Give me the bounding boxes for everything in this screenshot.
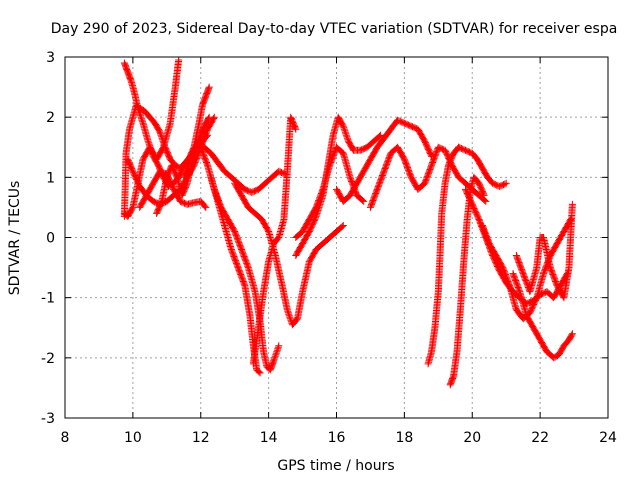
data-markers (509, 270, 576, 362)
series-track-7 (180, 140, 290, 196)
y-axis-label: SDTVAR / TECUs (7, 181, 23, 296)
chart-title: Day 290 of 2023, Sidereal Day-to-day VTE… (51, 21, 618, 37)
y-tick-label: -2 (41, 351, 55, 367)
x-tick-label: 20 (463, 430, 481, 446)
series-track-16 (424, 143, 463, 368)
y-tick-label: -3 (41, 411, 55, 427)
series-track-14 (333, 116, 435, 205)
x-tick-label: 14 (260, 430, 278, 446)
y-tick-label: 3 (46, 50, 55, 66)
data-points (120, 57, 576, 389)
x-tick-label: 22 (531, 430, 549, 446)
series-track-17 (446, 173, 488, 389)
y-tick-label: 2 (46, 110, 55, 126)
data-markers (180, 140, 290, 196)
x-tick-label: 12 (192, 430, 210, 446)
y-tick-label: -1 (41, 291, 55, 307)
data-markers (231, 179, 347, 329)
series-track-21 (509, 270, 576, 362)
y-tick-label: 1 (46, 170, 55, 186)
x-tick-label: 18 (395, 430, 413, 446)
x-tick-label: 24 (599, 430, 617, 446)
data-markers (446, 173, 488, 389)
y-tick-label: 0 (46, 231, 55, 247)
x-axis-label: GPS time / hours (277, 458, 394, 474)
x-tick-label: 16 (328, 430, 346, 446)
data-markers (455, 143, 510, 190)
data-markers (512, 200, 576, 302)
x-tick-label: 8 (61, 430, 70, 446)
x-tick-label: 10 (124, 430, 142, 446)
series-track-11 (231, 179, 347, 329)
series-track-22 (512, 200, 576, 302)
data-markers (424, 143, 463, 368)
series-track-18 (455, 143, 510, 190)
data-markers (333, 116, 435, 205)
